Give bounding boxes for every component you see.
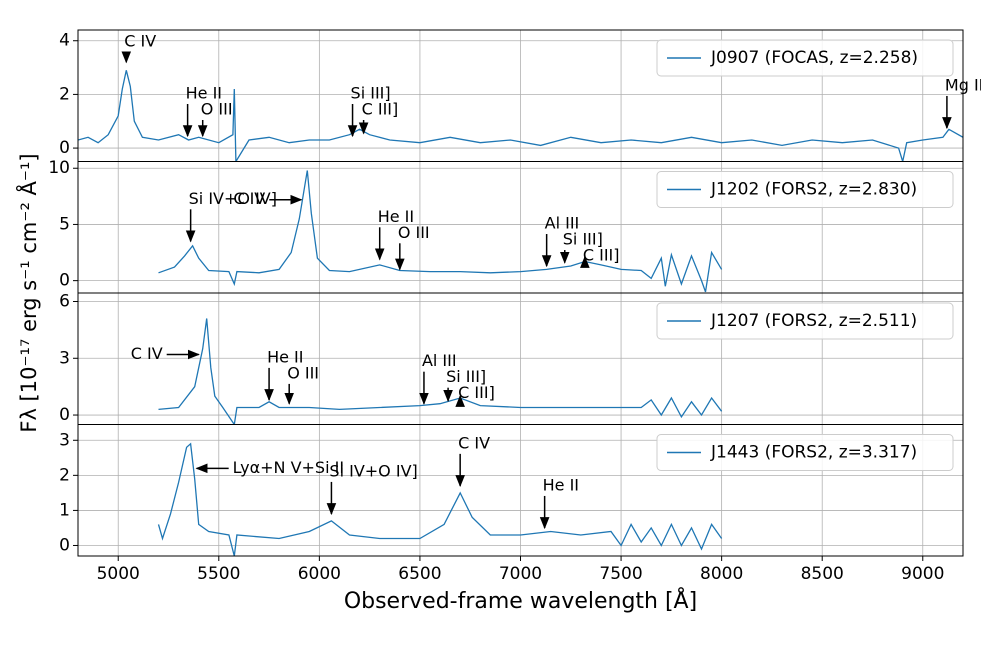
annotation-label: C IV	[233, 189, 265, 208]
legend-box	[656, 302, 954, 340]
annotation-label: C III]	[362, 100, 399, 119]
annotation-label: O III	[201, 100, 233, 119]
annotation-label: Lyα+N V+Si II	[233, 458, 344, 477]
annotation-label: C IV	[131, 344, 163, 363]
legend-label: J1443 (FORS2, z=3.317)	[710, 443, 917, 463]
y-tick-label: 5	[59, 214, 70, 234]
annotation-label: He II	[378, 207, 414, 226]
x-tick-label: 7500	[599, 564, 642, 584]
y-tick-label: 1	[59, 500, 70, 520]
x-tick-label: 8500	[801, 564, 844, 584]
spectrum-line	[158, 170, 723, 293]
annotation-label: Si IV+O IV]	[329, 461, 417, 480]
legend-box	[656, 171, 954, 208]
y-tick-label: 6	[59, 292, 70, 312]
annotation-label: He II	[543, 475, 579, 494]
annotation-label: Si III]	[563, 230, 603, 249]
annotation-label: He II	[186, 84, 222, 103]
annotation-label: C III]	[458, 383, 495, 402]
annotation-label: Si III]	[446, 367, 486, 386]
annotation-label: O III	[287, 363, 319, 382]
annotation-label: Si III]	[351, 84, 391, 103]
y-tick-label: 0	[59, 535, 70, 555]
x-tick-label: 5000	[97, 564, 140, 584]
y-tick-label: 10	[48, 158, 70, 178]
legend-label: J1207 (FORS2, z=2.511)	[710, 311, 917, 331]
annotation-label: C IV	[458, 433, 490, 452]
x-tick-label: 6000	[298, 564, 341, 584]
annotation-label: Al III	[422, 351, 457, 370]
y-tick-label: 3	[59, 348, 70, 368]
annotation-label: He II	[267, 347, 303, 366]
x-tick-label: 5500	[197, 564, 240, 584]
annotation-label: C III]	[583, 246, 620, 265]
spectrum-line	[158, 318, 723, 425]
annotation-label: O III	[398, 223, 430, 242]
x-axis-label: Observed-frame wavelength [Å]	[344, 587, 697, 614]
y-tick-label: 2	[59, 465, 70, 485]
x-tick-label: 6500	[398, 564, 441, 584]
annotation-label: Si IV+O IV]	[189, 189, 277, 208]
y-tick-label: 0	[59, 138, 70, 158]
annotation-label: C IV	[124, 32, 156, 51]
annotation-label: Al III	[545, 214, 580, 233]
legend-box	[656, 434, 954, 471]
y-tick-label: 4	[59, 31, 70, 51]
y-tick-label: 2	[59, 84, 70, 104]
legend-box	[656, 39, 954, 77]
y-tick-label: 0	[59, 271, 70, 291]
x-tick-label: 7000	[499, 564, 542, 584]
y-tick-label: 3	[59, 430, 70, 450]
x-tick-label: 9000	[901, 564, 944, 584]
spectrum-line	[157, 442, 723, 556]
y-tick-label: 0	[59, 405, 70, 425]
legend-label: J0907 (FOCAS, z=2.258)	[710, 48, 918, 68]
y-axis-label: Fλ [10⁻¹⁷ erg s⁻¹ cm⁻² Å⁻¹]	[15, 153, 41, 432]
legend-label: J1202 (FORS2, z=2.830)	[710, 180, 917, 200]
x-tick-label: 8000	[700, 564, 743, 584]
